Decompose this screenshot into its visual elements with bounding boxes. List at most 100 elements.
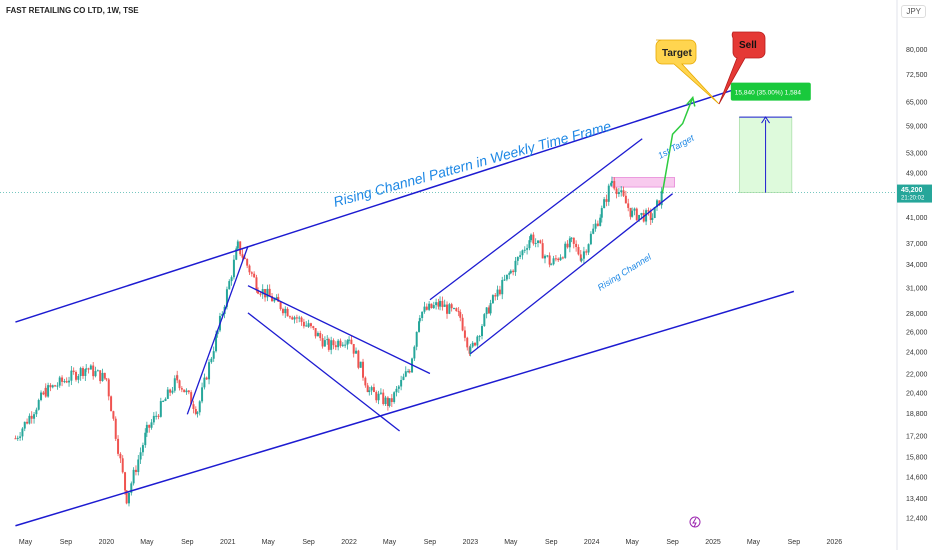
candle-body	[321, 338, 324, 347]
candle-body	[459, 312, 462, 318]
candle-body	[298, 317, 301, 319]
candle-body	[350, 339, 353, 345]
candle-body	[121, 458, 124, 473]
candle-body	[505, 274, 508, 280]
candle-body	[239, 241, 242, 255]
candle-body	[307, 323, 310, 327]
y-tick-label: 12,400	[906, 516, 928, 523]
candle-body	[293, 317, 296, 320]
candle-body	[84, 369, 87, 376]
candle-body	[592, 228, 595, 234]
candle-body	[587, 244, 590, 253]
candle-body	[327, 339, 330, 350]
y-tick-label: 72,500	[906, 72, 928, 79]
candle-body	[491, 295, 494, 304]
candle-body	[471, 342, 474, 347]
candle-body	[51, 385, 54, 388]
candle-body	[397, 386, 400, 389]
x-tick-label: Sep	[545, 539, 558, 546]
candle-body	[375, 392, 378, 401]
candle-body	[580, 258, 583, 261]
candle-body	[446, 304, 449, 314]
candle-body	[430, 303, 433, 309]
candle-body	[622, 190, 625, 196]
candle-body	[316, 332, 319, 337]
symbol-name: FAST RETAILING CO LTD	[6, 6, 103, 15]
candle-body	[79, 368, 82, 376]
symbol-header[interactable]: FAST RETAILING CO LTD, 1W, TSE	[6, 6, 139, 15]
candle-body	[192, 404, 195, 410]
candle-body	[437, 302, 440, 307]
x-tick-label: 2026	[827, 539, 843, 546]
candle-body	[47, 385, 50, 397]
candle-body	[379, 392, 382, 394]
candle-body	[514, 260, 517, 273]
x-tick-label: May	[19, 539, 33, 546]
candle-body	[415, 331, 418, 347]
candle-body	[232, 259, 235, 278]
candle-body	[23, 421, 26, 429]
x-tick-label: Sep	[666, 539, 679, 546]
candle-body	[268, 288, 271, 297]
candle-body	[288, 316, 291, 318]
target-label: Target	[662, 48, 692, 59]
candle-body	[386, 397, 389, 406]
candle-body	[603, 199, 606, 209]
candle-body	[295, 317, 298, 319]
candle-body	[503, 279, 506, 281]
candle-body	[208, 362, 211, 380]
candle-body	[137, 459, 140, 472]
candle-body	[469, 346, 472, 354]
candle-body	[139, 452, 142, 460]
candle-body	[286, 308, 289, 317]
rally-trendline	[186, 246, 249, 415]
candle-body	[546, 255, 549, 257]
candle-body	[585, 251, 588, 253]
candle-body	[228, 281, 231, 290]
candle-body	[559, 257, 562, 261]
channel-lower-line	[15, 290, 795, 527]
candle-body	[658, 200, 661, 206]
candle-body	[248, 265, 251, 273]
candle-body	[221, 313, 224, 316]
candle-body	[432, 305, 435, 309]
candle-body	[566, 243, 569, 248]
candle-body	[489, 303, 492, 314]
candle-body	[152, 415, 155, 423]
candle-body	[28, 415, 31, 424]
candle-body	[548, 255, 551, 265]
candle-body	[326, 339, 329, 341]
candle-body	[579, 254, 582, 261]
candle-body	[366, 385, 369, 393]
candle-body	[633, 208, 636, 211]
candle-body	[134, 469, 137, 472]
candle-body	[162, 400, 165, 402]
candle-body	[266, 288, 269, 298]
candle-body	[640, 212, 643, 215]
candle-body	[348, 339, 351, 341]
candle-body	[402, 376, 405, 380]
candle-body	[212, 351, 215, 359]
candle-body	[291, 317, 294, 320]
candle-body	[16, 437, 19, 439]
candle-body	[40, 392, 43, 401]
candle-body	[114, 418, 117, 439]
candle-body	[577, 247, 580, 255]
candle-body	[132, 469, 135, 484]
candle-body	[125, 490, 128, 504]
candle-body	[607, 185, 610, 202]
candle-body	[532, 234, 535, 244]
currency-label[interactable]: JPY	[901, 5, 926, 18]
candles	[14, 176, 664, 507]
wedge-upper-line	[247, 285, 431, 375]
candle-body	[54, 385, 57, 387]
candle-body	[418, 318, 421, 322]
candle-body	[539, 240, 542, 244]
candle-body	[395, 388, 398, 393]
candle-body	[631, 210, 634, 217]
candle-body	[243, 257, 246, 260]
candle-body	[246, 259, 249, 266]
candle-body	[613, 181, 616, 189]
candle-body	[216, 330, 219, 335]
